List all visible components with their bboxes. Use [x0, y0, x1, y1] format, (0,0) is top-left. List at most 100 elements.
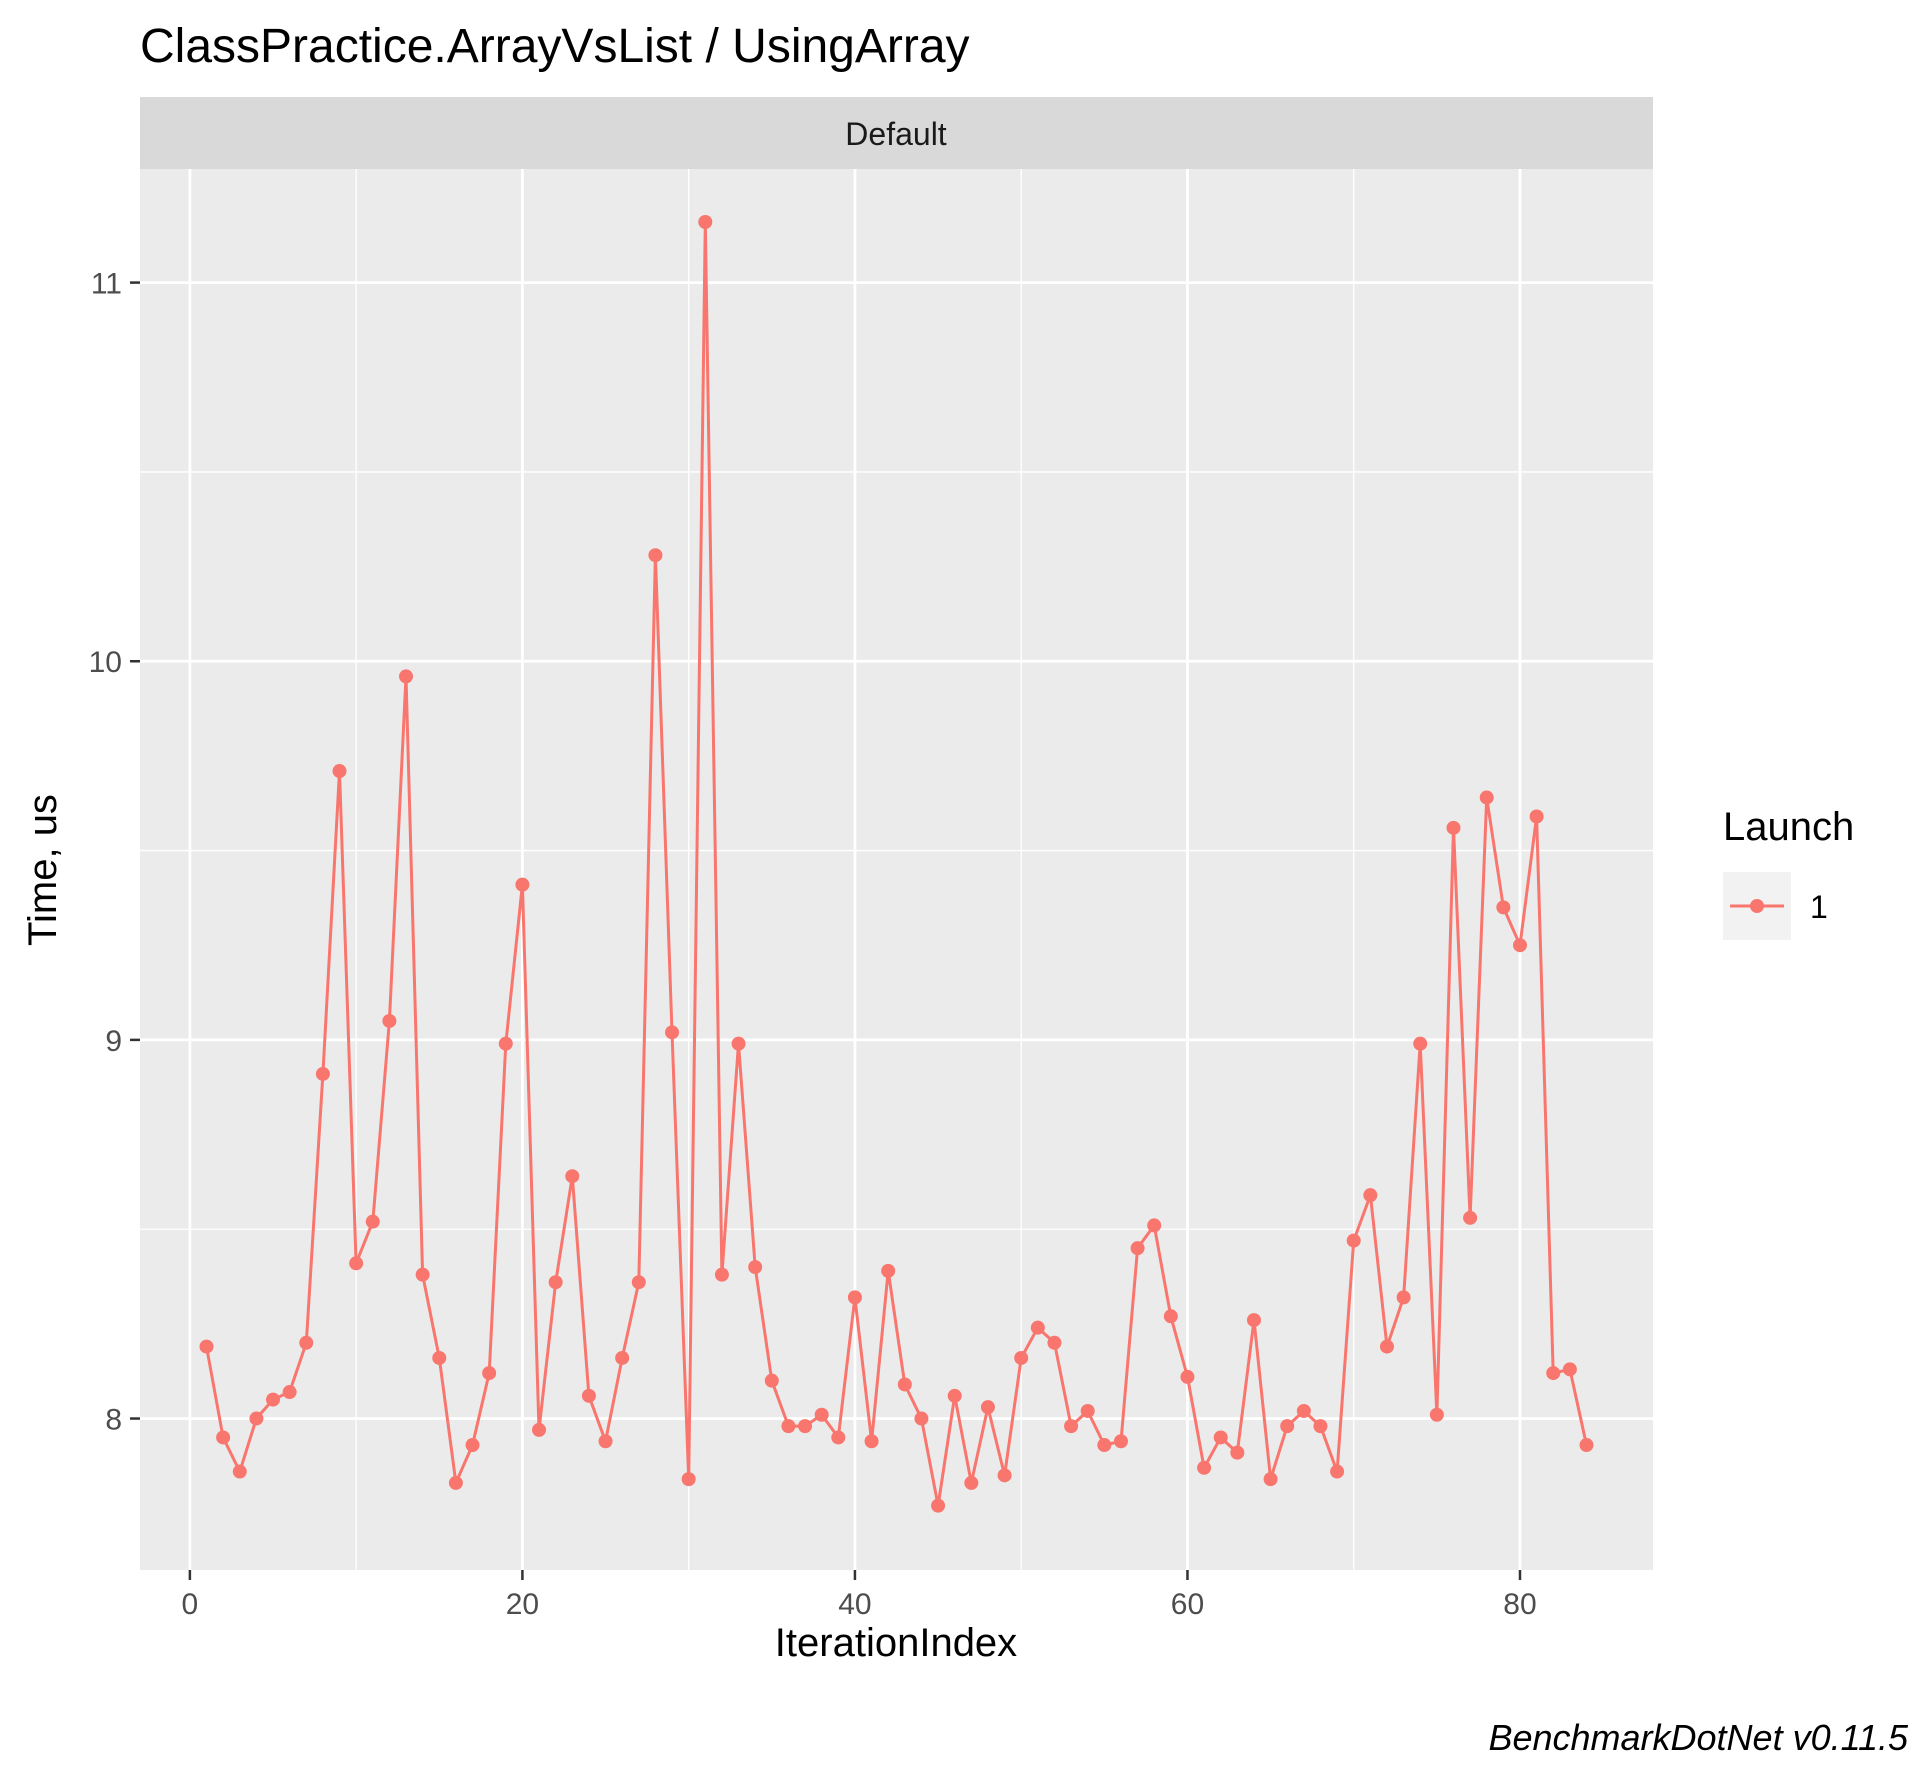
data-point	[1197, 1460, 1212, 1475]
data-point	[1097, 1438, 1112, 1453]
data-point	[897, 1377, 912, 1392]
caption: BenchmarkDotNet v0.11.5	[1488, 1717, 1909, 1758]
data-point	[1080, 1403, 1095, 1418]
data-point	[1330, 1464, 1345, 1479]
data-point	[1263, 1472, 1278, 1487]
data-point	[1313, 1419, 1328, 1434]
data-point	[299, 1335, 314, 1350]
legend-key-point	[1750, 899, 1764, 913]
data-point	[1014, 1350, 1029, 1365]
data-point	[482, 1366, 497, 1381]
data-point	[698, 215, 713, 230]
data-point	[731, 1036, 746, 1051]
y-tick-label: 11	[91, 268, 122, 301]
data-point	[1529, 809, 1544, 824]
data-point	[1579, 1438, 1594, 1453]
plot-panel	[140, 169, 1653, 1570]
x-tick-label: 20	[506, 1588, 539, 1621]
y-tick-label: 9	[105, 1025, 122, 1058]
data-point	[748, 1260, 763, 1275]
x-axis: 0 20 40 60 80	[182, 1570, 1537, 1621]
data-point	[232, 1464, 247, 1479]
data-point	[432, 1350, 447, 1365]
grid-minor	[140, 169, 1653, 1570]
data-point	[1180, 1369, 1195, 1384]
data-point	[947, 1388, 962, 1403]
data-point	[1413, 1036, 1428, 1051]
data-point	[1213, 1430, 1228, 1445]
data-point	[332, 764, 347, 779]
data-point	[1030, 1320, 1045, 1335]
facet-label: Default	[845, 116, 947, 152]
data-point	[548, 1275, 563, 1290]
data-point	[964, 1475, 979, 1490]
data-point	[814, 1407, 829, 1422]
data-point	[1379, 1339, 1394, 1354]
data-point	[648, 548, 663, 563]
data-point	[1246, 1313, 1261, 1328]
legend-title: Launch	[1723, 805, 1854, 849]
x-tick-label: 60	[1171, 1588, 1204, 1621]
data-point	[1429, 1407, 1444, 1422]
data-point	[266, 1392, 281, 1407]
y-axis-title: Time, us	[21, 794, 65, 946]
data-point	[1496, 900, 1511, 915]
data-point	[1512, 938, 1527, 953]
data-point	[1479, 790, 1494, 805]
data-point	[1463, 1210, 1478, 1225]
data-point	[1396, 1290, 1411, 1305]
data-point	[1113, 1434, 1128, 1449]
data-point	[465, 1438, 480, 1453]
data-point	[914, 1411, 929, 1426]
data-point	[798, 1419, 813, 1434]
data-point	[615, 1350, 630, 1365]
data-point	[199, 1339, 214, 1354]
data-point	[1562, 1362, 1577, 1377]
data-point	[1147, 1218, 1162, 1233]
data-point	[448, 1475, 463, 1490]
data-point	[216, 1430, 231, 1445]
data-point	[980, 1400, 995, 1415]
grid-major	[140, 169, 1653, 1570]
data-point	[515, 877, 530, 892]
data-point	[1446, 820, 1461, 835]
data-point	[1064, 1419, 1079, 1434]
data-point	[847, 1290, 862, 1305]
x-axis-title: IterationIndex	[775, 1621, 1017, 1665]
data-point	[1047, 1335, 1062, 1350]
data-point	[864, 1434, 879, 1449]
series-layer	[199, 215, 1594, 1513]
data-point	[598, 1434, 613, 1449]
data-point	[764, 1373, 779, 1388]
data-point	[714, 1267, 729, 1282]
data-point	[1546, 1366, 1561, 1381]
data-point	[565, 1169, 580, 1184]
data-point	[382, 1013, 397, 1028]
data-point	[581, 1388, 596, 1403]
data-point	[781, 1419, 796, 1434]
data-point	[349, 1256, 364, 1271]
x-tick-label: 80	[1503, 1588, 1536, 1621]
data-point	[532, 1422, 547, 1437]
data-point	[931, 1498, 946, 1513]
y-tick-label: 8	[105, 1404, 122, 1437]
data-point	[315, 1066, 330, 1081]
data-point	[1346, 1233, 1361, 1248]
data-point	[997, 1468, 1012, 1483]
data-point	[831, 1430, 846, 1445]
legend: Launch 1	[1723, 805, 1854, 940]
data-point	[249, 1411, 264, 1426]
chart-title: ClassPractice.ArrayVsList / UsingArray	[140, 20, 970, 73]
y-axis: 8 9 10 11	[89, 268, 140, 1437]
data-point	[1363, 1188, 1378, 1203]
data-point	[1230, 1445, 1245, 1460]
data-point	[881, 1263, 896, 1278]
data-point	[399, 669, 414, 684]
data-point	[1163, 1309, 1178, 1324]
data-point	[1130, 1241, 1145, 1256]
data-point	[415, 1267, 430, 1282]
data-point	[1296, 1403, 1311, 1418]
data-point	[282, 1385, 297, 1400]
data-point	[631, 1275, 646, 1290]
